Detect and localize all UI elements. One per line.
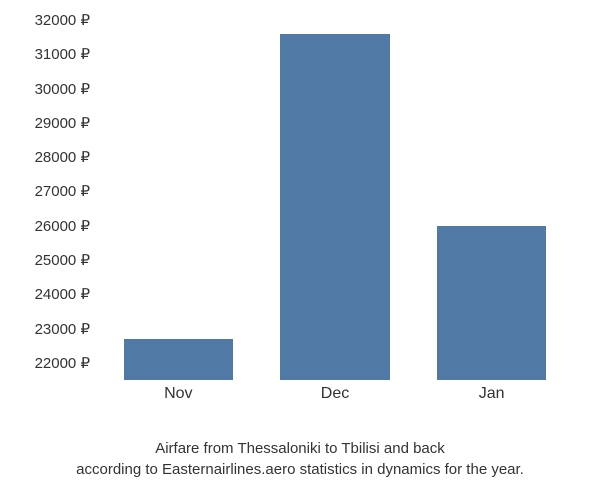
chart-container: 22000 ₽ 23000 ₽ 24000 ₽ 25000 ₽ 26000 ₽ 27000… — [0, 0, 600, 500]
y-tick-label: 26000 ₽ — [35, 217, 90, 235]
bar — [280, 34, 390, 380]
y-tick-label: 28000 ₽ — [35, 148, 90, 166]
bars-area — [100, 20, 570, 380]
x-tick-label: Nov — [164, 385, 192, 403]
chart-caption: Airfare from Thessaloniki to Tbilisi and… — [30, 438, 570, 480]
bar — [124, 339, 234, 380]
y-tick-label: 31000 ₽ — [35, 45, 90, 63]
y-tick-label: 25000 ₽ — [35, 251, 90, 269]
caption-line1: Airfare from Thessaloniki to Tbilisi and… — [155, 440, 445, 457]
x-tick-label: Jan — [479, 385, 505, 403]
y-tick-label: 23000 ₽ — [35, 320, 90, 338]
caption-line2: according to Easternairlines.aero statis… — [76, 461, 524, 478]
y-tick-label: 27000 ₽ — [35, 182, 90, 200]
y-tick-label: 30000 ₽ — [35, 80, 90, 98]
y-tick-label: 29000 ₽ — [35, 114, 90, 132]
y-tick-label: 22000 ₽ — [35, 354, 90, 372]
plot-area: 22000 ₽ 23000 ₽ 24000 ₽ 25000 ₽ 26000 ₽ 27000… — [10, 20, 570, 400]
y-tick-label: 24000 ₽ — [35, 285, 90, 303]
bar — [437, 226, 547, 380]
y-tick-label: 32000 ₽ — [35, 11, 90, 29]
x-tick-label: Dec — [321, 385, 349, 403]
y-axis: 22000 ₽ 23000 ₽ 24000 ₽ 25000 ₽ 26000 ₽ 27000… — [10, 20, 100, 380]
x-axis: Nov Dec Jan — [100, 385, 570, 415]
